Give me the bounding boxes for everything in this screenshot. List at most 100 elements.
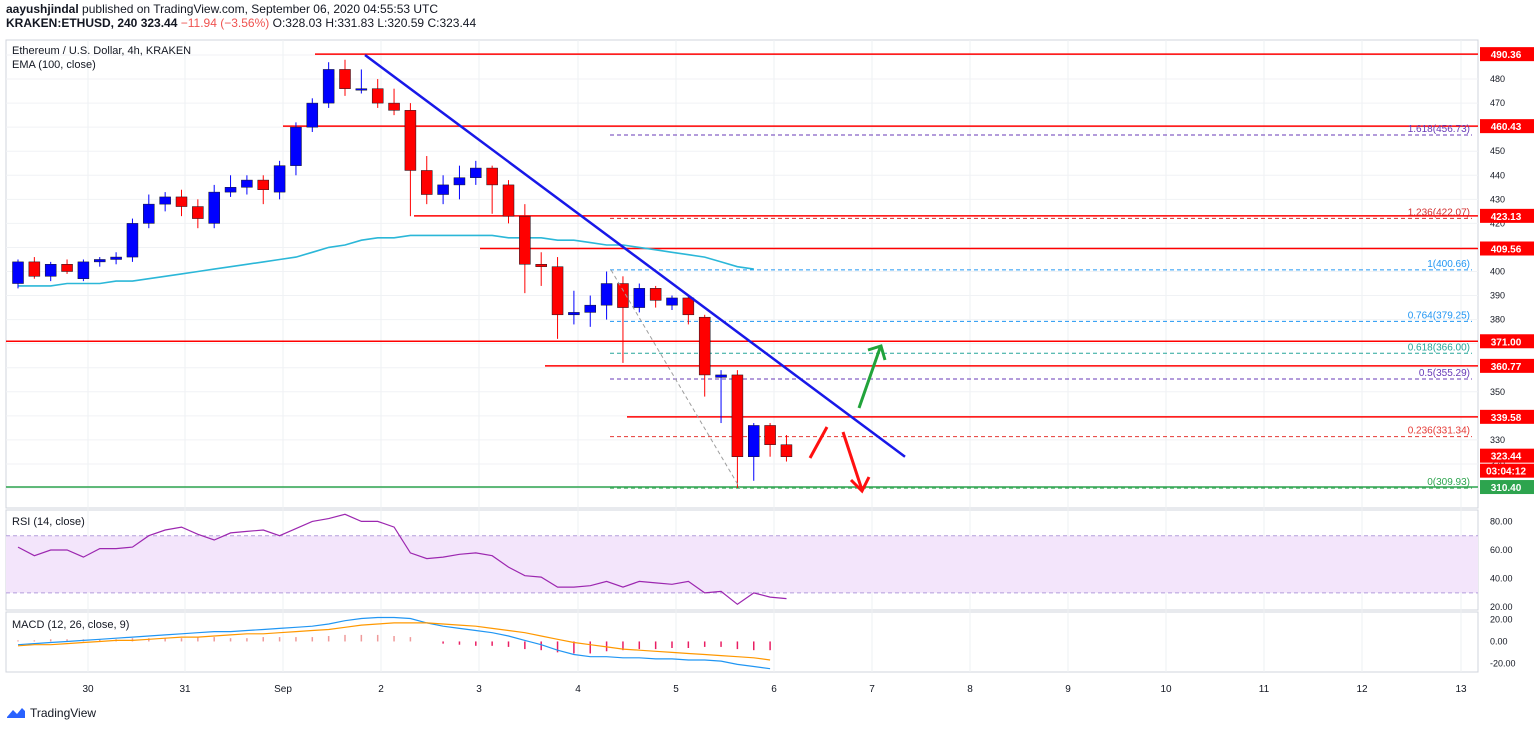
- candle-body: [470, 167, 482, 178]
- candle-body: [143, 203, 155, 224]
- candle-body: [388, 102, 400, 111]
- candle-body: [192, 206, 204, 219]
- price-label: 371.00: [1491, 337, 1522, 348]
- close-value: C:323.44: [427, 16, 477, 30]
- macd-tick-label: 20.00: [1490, 615, 1513, 625]
- author-name[interactable]: aayushjindal: [6, 2, 79, 16]
- candle-body: [94, 259, 106, 263]
- candle-body: [698, 316, 711, 376]
- green-arrow-icon: [857, 347, 882, 409]
- candle-body: [682, 297, 695, 316]
- open-value: O:328.03: [272, 16, 322, 30]
- candle-body: [486, 167, 498, 186]
- candle-body: [453, 177, 466, 186]
- rsi-band: [6, 535, 1478, 593]
- price-label-box: [1480, 241, 1534, 256]
- candle-body: [519, 215, 531, 265]
- candle-body: [666, 297, 678, 306]
- price-label-box: [1480, 463, 1534, 478]
- candle-body: [355, 88, 368, 91]
- x-tick-label: 8: [967, 684, 973, 695]
- price-label: 360.77: [1491, 362, 1522, 373]
- chart-header: aayushjindal published on TradingView.co…: [6, 2, 476, 30]
- tradingview-logo-icon[interactable]: [6, 706, 26, 720]
- ema-label: EMA (100, close): [12, 59, 96, 71]
- published-text: published on TradingView.com, September …: [82, 2, 439, 16]
- price-label-box: [1480, 47, 1534, 62]
- candle-body: [273, 165, 286, 193]
- fib-level-label: 0.618(366.00): [1408, 342, 1470, 353]
- fib-level-label: 1.236(422.07): [1408, 207, 1470, 218]
- price-label-box: [1480, 358, 1534, 373]
- price-chart[interactable]: 3031Sep234567891011121331032033034035036…: [0, 0, 1536, 705]
- fib-level-label: 0.236(331.34): [1408, 426, 1470, 437]
- price-label: 03:04:12: [1486, 467, 1526, 478]
- candle-body: [110, 256, 122, 260]
- last-price: 323.44: [140, 16, 178, 30]
- high-value: H:331.83: [325, 16, 375, 30]
- candle-body: [159, 196, 171, 205]
- candle-body: [208, 191, 220, 224]
- candle-body: [780, 444, 793, 457]
- fib-level-label: 0.5(355.29): [1419, 368, 1470, 379]
- fib-level-label: 1(400.66): [1427, 259, 1470, 270]
- x-tick-label: 31: [179, 684, 191, 695]
- x-tick-label: 5: [673, 684, 679, 695]
- price-change: −11.94 (−3.56%): [180, 16, 270, 30]
- price-label: 409.56: [1491, 245, 1522, 256]
- y-tick-label: 350: [1490, 387, 1505, 397]
- candle-body: [617, 283, 629, 308]
- rsi-tick-label: 40.00: [1490, 574, 1513, 584]
- candle-body: [306, 102, 319, 128]
- red-arrowhead-icon: [849, 476, 871, 494]
- price-label-box: [1480, 334, 1534, 349]
- red-arrow-icon: [841, 431, 864, 491]
- candle-body: [175, 196, 188, 207]
- price-label: 460.43: [1491, 122, 1522, 133]
- fib-level-label: 0.764(379.25): [1408, 310, 1470, 321]
- candle-body: [44, 264, 57, 277]
- macd-line: [17, 616, 771, 670]
- candle-body: [28, 261, 41, 277]
- price-label: 339.58: [1491, 413, 1522, 424]
- price-label: 490.36: [1491, 50, 1522, 61]
- price-label: 323.44: [1491, 452, 1522, 463]
- price-label: 423.13: [1491, 212, 1522, 223]
- macd-tick-label: 0.00: [1490, 636, 1508, 646]
- symbol[interactable]: KRAKEN:ETHUSD, 240: [6, 16, 138, 30]
- candle-body: [404, 110, 417, 171]
- candle-body: [535, 264, 547, 267]
- x-tick-label: 2: [378, 684, 384, 695]
- candle-body: [12, 261, 24, 284]
- footer-brand[interactable]: TradingView: [30, 706, 97, 720]
- candle-body: [551, 266, 564, 316]
- candle-body: [748, 425, 760, 457]
- x-tick-label: 4: [575, 684, 581, 695]
- x-tick-label: 30: [82, 684, 94, 695]
- author-line: aayushjindal published on TradingView.co…: [6, 2, 476, 16]
- rsi-tick-label: 80.00: [1490, 516, 1513, 526]
- candle-body: [568, 312, 580, 316]
- y-tick-label: 380: [1490, 315, 1505, 325]
- y-tick-label: 430: [1490, 194, 1505, 204]
- candle-body: [502, 184, 515, 217]
- y-tick-label: 390: [1490, 291, 1505, 301]
- footer: TradingView: [6, 706, 96, 720]
- x-tick-label: 7: [869, 684, 875, 695]
- candle-body: [715, 374, 727, 378]
- y-tick-label: 330: [1490, 435, 1505, 445]
- low-value: L:320.59: [377, 16, 425, 30]
- candle-body: [322, 69, 335, 104]
- price-label-box: [1480, 208, 1534, 223]
- macd-title: MACD (12, 26, close, 9): [12, 619, 129, 631]
- x-tick-label: 6: [771, 684, 777, 695]
- rsi-tick-label: 60.00: [1490, 545, 1513, 555]
- fib-level-label: 1.618(456.73): [1408, 124, 1470, 135]
- price-label-box: [1480, 119, 1534, 134]
- x-tick-label: 9: [1065, 684, 1071, 695]
- price-pane-title: Ethereum / U.S. Dollar, 4h, KRAKEN: [12, 45, 191, 57]
- y-tick-label: 480: [1490, 74, 1505, 84]
- price-label: 310.40: [1491, 483, 1522, 494]
- x-tick-label: 3: [476, 684, 482, 695]
- red-arrow-icon: [808, 426, 829, 459]
